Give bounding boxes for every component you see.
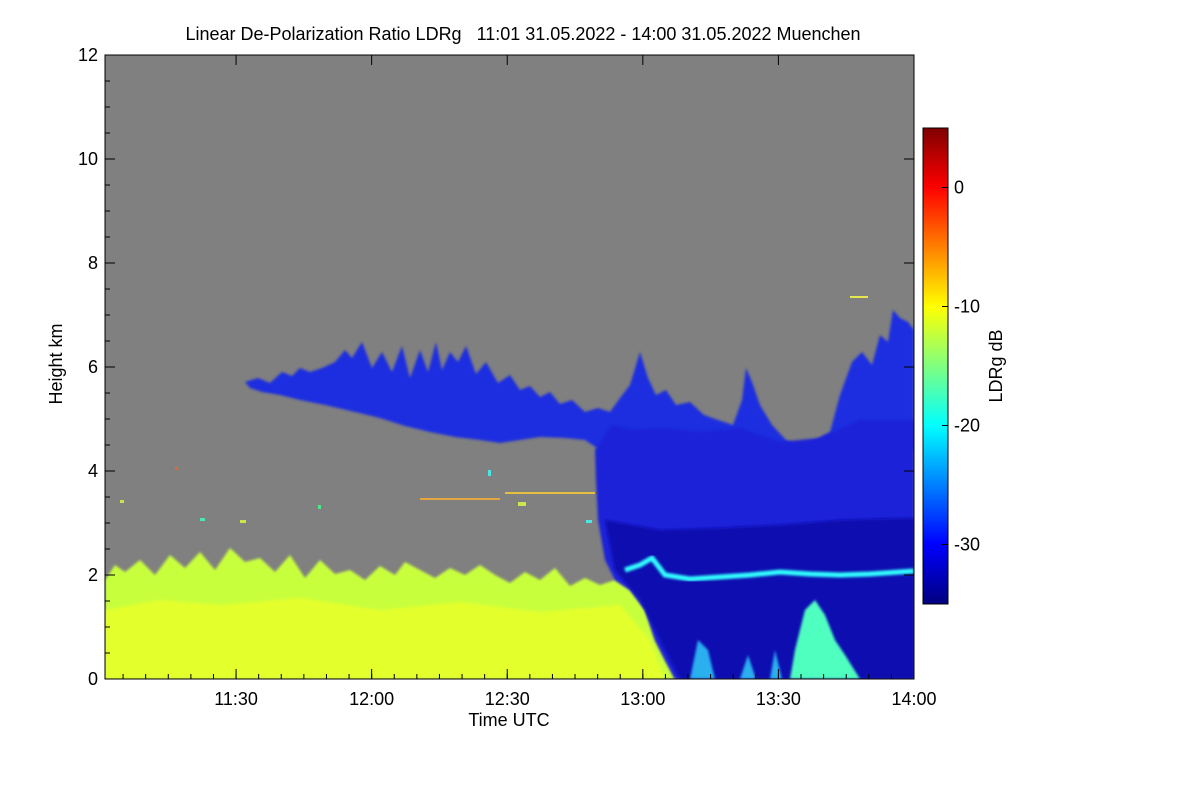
colorbar-scale xyxy=(922,127,949,605)
y-tick-label: 2 xyxy=(88,565,98,585)
y-axis-label: Height km xyxy=(46,323,66,404)
chart-title: Linear De-Polarization Ratio LDRg 11:01 … xyxy=(185,24,860,44)
x-axis: 11:30 12:00 12:30 13:00 13:30 14:00 Time UTC xyxy=(122,55,937,730)
y-tick-label: 0 xyxy=(88,669,98,689)
x-tick-label: 11:30 xyxy=(214,689,258,709)
y-tick-label: 8 xyxy=(88,253,98,273)
deep-blue-core xyxy=(605,518,914,679)
y-tick-label: 4 xyxy=(88,461,98,481)
y-tick-label: 6 xyxy=(88,357,98,377)
x-tick-label: 13:00 xyxy=(620,689,665,709)
aerosol-speckles xyxy=(120,296,868,523)
rain-fall-streaks xyxy=(690,640,782,679)
x-axis-label: Time UTC xyxy=(468,710,549,730)
x-tick-label: 14:00 xyxy=(891,689,936,709)
colorbar: 0 -10 -20 -30 LDRg dB xyxy=(922,127,1006,605)
x-tick-label: 12:00 xyxy=(349,689,394,709)
elevated-cloud-layer xyxy=(245,310,914,450)
colorbar-tick-label: 0 xyxy=(954,178,964,198)
rain-below-cloud xyxy=(790,600,860,679)
y-axis: 0 2 4 6 8 10 12 Height km xyxy=(46,45,914,689)
colorbar-label: LDRg dB xyxy=(986,329,1006,402)
aerosol-highlight xyxy=(105,598,665,679)
x-axis-ticks: 11:30 12:00 12:30 13:00 13:30 14:00 xyxy=(122,55,937,709)
x-tick-label: 13:30 xyxy=(756,689,801,709)
colorbar-tick-label: -30 xyxy=(954,535,980,555)
y-tick-label: 12 xyxy=(78,45,98,65)
colorbar-ticks: 0 -10 -20 -30 xyxy=(942,178,980,555)
colorbar-tick-label: -20 xyxy=(954,416,980,436)
y-tick-label: 10 xyxy=(78,149,98,169)
y-axis-ticks: 0 2 4 6 8 10 12 xyxy=(78,45,914,689)
x-tick-label: 12:30 xyxy=(485,689,530,709)
heatmap-features xyxy=(105,296,914,679)
plot-area xyxy=(104,54,915,680)
cloud-base-line xyxy=(624,554,914,582)
colorbar-tick-label: -10 xyxy=(954,297,980,317)
